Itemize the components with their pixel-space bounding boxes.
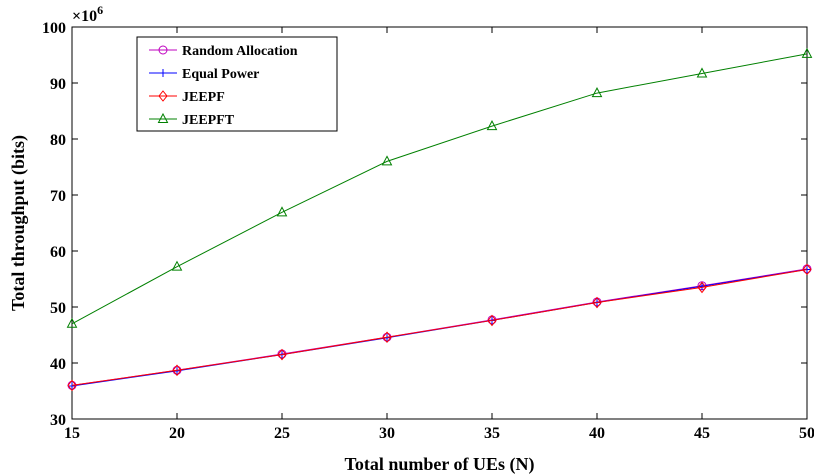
x-tick-label: 15 [64,425,80,442]
legend-label-jeepf: JEEPF [182,90,225,105]
data-point-jeepft [276,206,288,217]
data-point-jeepf [277,348,287,361]
legend-marker-jeepf [158,90,168,102]
y-tick-label: 70 [50,188,66,205]
data-point-jeepft [696,67,708,78]
x-tick-label: 35 [484,425,500,442]
legend-marker-equal-power [159,69,167,77]
y-tick-label: 40 [50,356,66,373]
x-tick-label: 30 [379,425,395,442]
series-line-jeepft [71,53,808,325]
plot-area: 15 20 25 30 35 40 45 50 30 40 50 60 70 80 90 100 [42,20,814,442]
data-point-jeepf [487,314,497,327]
series-line-random-allocation [71,268,808,386]
plot-frame [71,26,808,420]
series-line-equal-power [71,268,808,387]
x-tick-label: 50 [799,425,814,442]
x-tick-label: 25 [274,425,290,442]
data-point-jeepft [486,120,498,131]
legend: Random Allocation Equal Power JEEPF JEEPFT [136,36,338,132]
legend-label-random-allocation: Random Allocation [182,44,298,59]
legend-box [136,36,338,132]
data-point-jeepf [592,296,602,309]
legend-marker-jeepft [157,112,169,123]
data-point-jeepft [66,317,78,328]
data-point-jeepf [382,331,392,344]
y-axis-multiplier: ×106 [72,3,103,25]
y-tick-label: 50 [50,300,66,317]
legend-label-equal-power: Equal Power [182,67,259,82]
legend-marker-random-allocation [158,45,168,55]
y-axis-multiplier-exponent: 6 [97,3,103,17]
y-tick-label: 90 [50,76,66,93]
series-line-jeepf [71,268,808,386]
y-tick-label: 30 [50,412,66,429]
x-tick-label: 40 [589,425,605,442]
data-point-jeepft [381,155,393,166]
data-point-jeepft [801,47,813,58]
data-point-jeepf [172,364,182,377]
data-point-jeepf [67,379,77,392]
y-axis-label: Total throughput (bits) [8,135,29,311]
y-tick-label: 80 [50,132,66,149]
data-point-equal-power [68,381,76,390]
data-point-jeepft [591,87,603,98]
data-point-jeepf [697,281,707,294]
x-tick-label: 45 [694,425,710,442]
x-axis-label: Total number of UEs (N) [344,454,534,475]
y-tick-label: 100 [42,20,66,37]
x-tick-label: 20 [169,425,185,442]
y-tick-label: 60 [50,244,66,261]
legend-label-jeepft: JEEPFT [182,113,235,128]
y-axis-multiplier-base: ×10 [72,8,97,25]
data-point-jeepft [171,260,183,271]
data-point-jeepf [802,263,812,276]
